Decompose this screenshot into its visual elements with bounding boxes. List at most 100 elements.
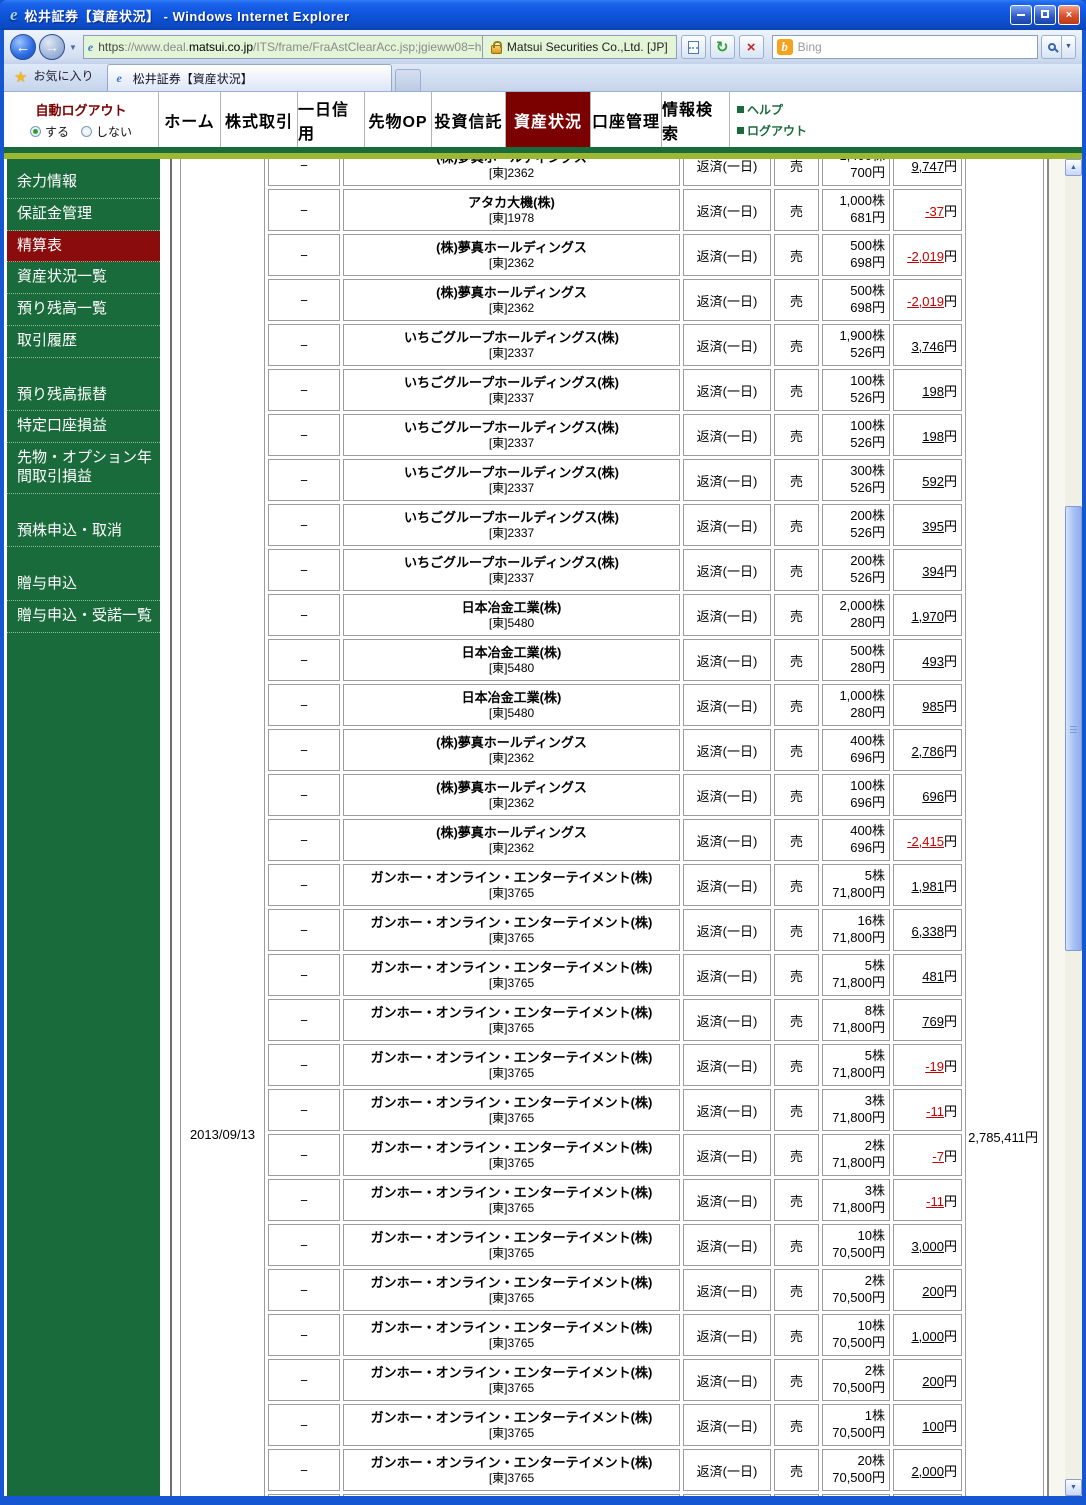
profit-link[interactable]: 2,000 [911, 1463, 944, 1479]
forward-button[interactable]: → [39, 34, 65, 60]
sidebar-item-5[interactable]: 預り残高一覧 [7, 294, 160, 326]
scroll-down-button[interactable]: ▼ [1065, 1479, 1082, 1496]
profit-link[interactable]: -2,019 [907, 293, 944, 309]
action-cell: 返済(一日) [683, 1089, 771, 1131]
address-bar[interactable]: e https://www.deal. matsui.co.jp/ITS/fram… [82, 35, 483, 59]
profit-link[interactable]: -19 [925, 1058, 944, 1074]
qty-price: 696円 [850, 840, 885, 855]
sidebar-item-7[interactable]: 預り残高振替 [7, 380, 160, 412]
vertical-scrollbar[interactable]: ▲ ▼ [1065, 159, 1082, 1496]
sidebar-item-6[interactable]: 取引履歴 [7, 326, 160, 358]
profit-link[interactable]: -11 [926, 1193, 944, 1209]
profit-link[interactable]: 100 [922, 1418, 944, 1434]
profit-link[interactable]: 1,970 [911, 608, 944, 624]
profit-link[interactable]: 493 [922, 653, 944, 669]
nav-item-8[interactable]: 情報検索 [661, 92, 729, 147]
table-row: − ガンホー・オンライン・エンターテイメント(株) [東]3765 [180, 1494, 1044, 1496]
action-cell: 返済(一日) [683, 1314, 771, 1356]
qty-shares: 1株 [864, 1408, 885, 1424]
profit-link[interactable]: 395 [922, 518, 944, 534]
refresh-button[interactable]: ↻ [709, 35, 735, 59]
profit-link[interactable]: 394 [922, 563, 944, 579]
profit-link[interactable]: -2,019 [907, 248, 944, 264]
nav-item-4[interactable]: 先物OP [364, 92, 431, 147]
stock-cell: ガンホー・オンライン・エンターテイメント(株) [東]3765 [343, 1404, 680, 1446]
profit-link[interactable]: 2,786 [911, 743, 944, 759]
search-button[interactable] [1041, 35, 1062, 59]
history-dropdown-icon[interactable]: ▼ [69, 42, 77, 52]
profit-cell: 394円 [893, 549, 962, 591]
qty-price: 70,500円 [832, 1290, 885, 1305]
sidebar-item-8[interactable]: 特定口座損益 [7, 411, 160, 443]
profit-link[interactable]: 769 [922, 1013, 944, 1029]
profit-link[interactable]: -37 [925, 203, 944, 219]
profit-link[interactable]: 1,000 [911, 1328, 944, 1344]
qty-price: 700円 [850, 165, 885, 180]
profit-link[interactable]: 6,338 [911, 923, 944, 939]
profit-link[interactable]: 481 [922, 968, 944, 984]
qty-shares: 2株 [864, 1273, 885, 1289]
profit-link[interactable]: 3,000 [911, 1238, 944, 1254]
profit-link[interactable]: 200 [922, 1373, 944, 1389]
auto-logout-on-label[interactable]: する [44, 124, 69, 139]
search-options-button[interactable]: ▼ [1062, 35, 1076, 59]
profit-link[interactable]: 696 [922, 788, 944, 804]
auto-logout-off-radio[interactable] [81, 125, 92, 137]
profit-link[interactable]: 3,746 [911, 338, 944, 354]
nav-item-7[interactable]: 口座管理 [590, 92, 661, 147]
sidebar-item-10[interactable]: 預株申込・取消 [7, 516, 160, 548]
qty-price: 696円 [850, 795, 885, 810]
scrollbar-thumb[interactable] [1065, 506, 1082, 951]
sidebar-item-1[interactable]: 余力情報 [7, 167, 160, 199]
nav-item-5[interactable]: 投資信託 [431, 92, 505, 147]
sidebar-item-2[interactable]: 保証金管理 [7, 199, 160, 231]
profit-link[interactable]: 198 [922, 383, 944, 399]
qty-price: 70,500円 [832, 1380, 885, 1395]
auto-logout-on-radio[interactable] [29, 125, 41, 137]
maximize-button[interactable] [1034, 5, 1056, 25]
sidebar-item-9[interactable]: 先物・オプション年間取引損益 [7, 443, 160, 494]
profit-link[interactable]: 200 [922, 1283, 944, 1299]
close-button[interactable]: × [1058, 5, 1080, 25]
yen-suffix: 円 [943, 473, 957, 489]
profit-link[interactable]: -7 [932, 1148, 944, 1164]
nav-item-6[interactable]: 資産状況 [505, 92, 590, 147]
search-input[interactable] [797, 40, 1033, 54]
browser-tab[interactable]: e 松井証券【資産状況】 [107, 64, 393, 91]
profit-link[interactable]: 1,981 [911, 878, 944, 894]
nav-link-2[interactable]: ログアウト [737, 122, 1082, 139]
nav-item-3[interactable]: 一日信用 [297, 92, 364, 147]
security-badge[interactable]: Matsui Securities Co.,Ltd. [JP] [482, 35, 677, 59]
compatibility-view-button[interactable] [680, 35, 706, 59]
profit-link[interactable]: -11 [926, 1103, 944, 1119]
auto-logout-off-label[interactable]: しない [96, 124, 133, 139]
new-tab-button[interactable] [395, 69, 422, 91]
profit-link[interactable]: 985 [922, 698, 944, 714]
sidebar-item-12[interactable]: 贈与申込・受諾一覧 [7, 601, 160, 633]
nav-item-2[interactable]: 株式取引 [220, 92, 297, 147]
minimize-icon [1017, 14, 1025, 16]
nav-item-1[interactable]: ホーム [158, 92, 220, 147]
browser-toolbar: ← → ▼ e https://www.deal. matsui.co.jp/IT… [4, 30, 1082, 64]
favorites-label[interactable]: お気に入り [33, 69, 94, 83]
yen-suffix: 円 [943, 1103, 957, 1119]
minimize-button[interactable] [1010, 5, 1032, 25]
nav-link-1[interactable]: ヘルプ [737, 101, 1082, 118]
favorites-star-icon[interactable]: ★ [14, 69, 28, 86]
qty-price: 696円 [850, 750, 885, 765]
profit-link[interactable]: -2,415 [907, 833, 944, 849]
profit-link[interactable]: 592 [922, 473, 944, 489]
action-cell: 返済(一日) [683, 999, 771, 1041]
profit-link[interactable]: 9,747 [911, 159, 944, 174]
dash-cell: − [268, 684, 340, 726]
back-button[interactable]: ← [10, 34, 36, 60]
sidebar-item-11[interactable]: 贈与申込 [7, 569, 160, 601]
scroll-up-button[interactable]: ▲ [1065, 159, 1082, 176]
sidebar-item-3[interactable]: 精算表 [7, 230, 160, 263]
sidebar-item-4[interactable]: 資産状況一覧 [7, 262, 160, 294]
stop-button[interactable]: × [738, 35, 764, 59]
profit-link[interactable]: 198 [922, 428, 944, 444]
stock-cell: いちごグループホールディングス(株) [東]2337 [343, 324, 680, 366]
stock-code: [東]2362 [488, 255, 535, 270]
window-title: 松井証券【資産状況】 - Windows Internet Explorer [24, 8, 350, 24]
